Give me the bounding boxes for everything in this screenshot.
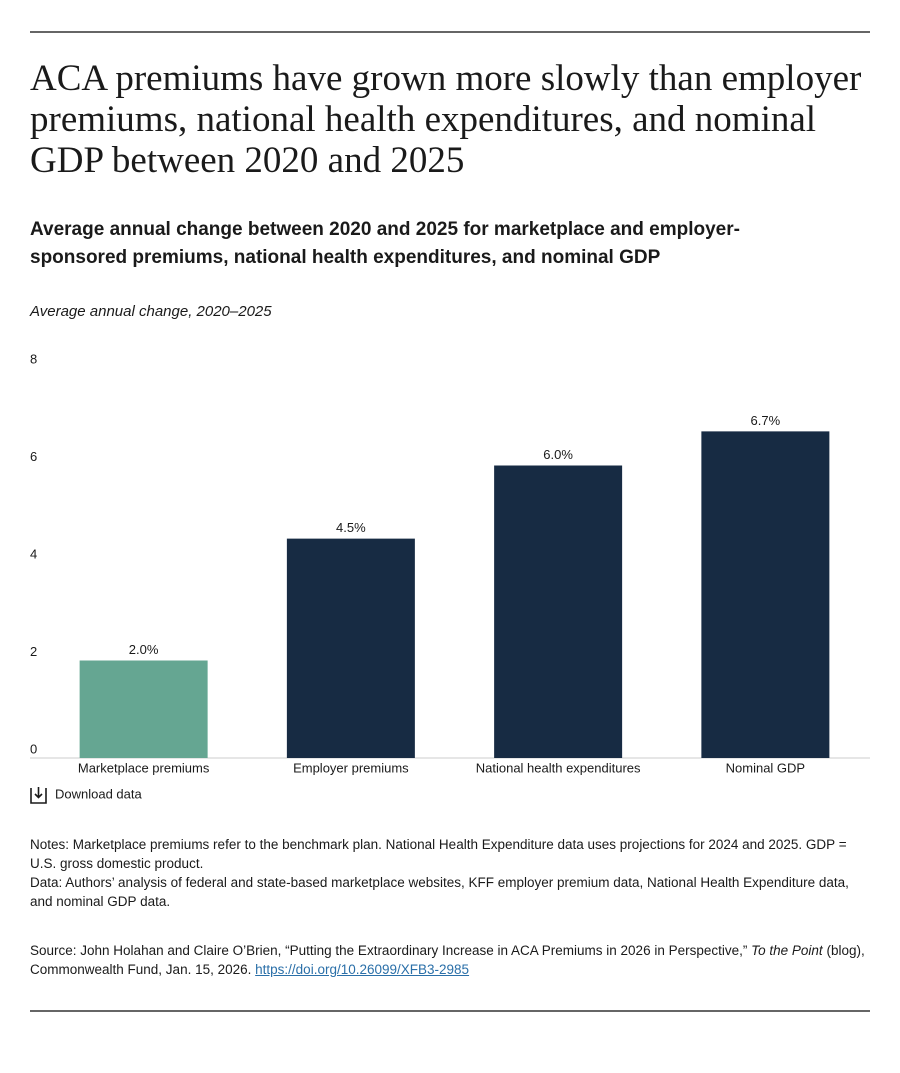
x-tick-label: National health expenditures	[476, 760, 641, 775]
data-note: Data: Authors’ analysis of federal and s…	[30, 875, 849, 909]
source-text: Source: John Holahan and Claire O’Brien,…	[30, 943, 748, 958]
value-label: 2.0%	[129, 642, 159, 657]
y-axis-label: Average annual change, 2020–2025	[30, 303, 272, 320]
x-tick-label: Marketplace premiums	[78, 760, 210, 775]
source: Source: John Holahan and Claire O’Brien,…	[30, 941, 870, 979]
source-italic: To the Point	[751, 943, 823, 958]
download-link[interactable]: Download data	[55, 786, 142, 801]
bar	[79, 660, 208, 758]
y-tick-label: 4	[30, 546, 37, 561]
notes: Notes: Marketplace premiums refer to the…	[30, 835, 870, 911]
y-tick-label: 8	[30, 351, 37, 366]
download-icon[interactable]	[30, 787, 47, 804]
y-tick-label: 0	[30, 741, 37, 756]
chart-subtitle: Average annual change between 2020 and 2…	[30, 219, 740, 268]
bar	[286, 538, 415, 758]
value-label: 4.5%	[336, 520, 366, 535]
title: ACA premiums have grown more slowly than…	[30, 58, 862, 181]
x-tick-label: Employer premiums	[293, 760, 409, 775]
y-tick-label: 2	[30, 644, 37, 659]
source-text: (blog), Commonwealth Fund, Jan. 15, 2026…	[30, 943, 865, 977]
x-tick-label: Nominal GDP	[726, 760, 805, 775]
notes-text: Notes: Marketplace premiums refer to the…	[30, 837, 847, 871]
value-label: 6.0%	[543, 447, 573, 462]
bar	[701, 431, 830, 758]
bar	[494, 465, 623, 758]
source-link[interactable]: https://doi.org/10.26099/XFB3-2985	[255, 962, 470, 977]
y-tick-label: 6	[30, 449, 37, 464]
value-label: 6.7%	[751, 413, 781, 428]
